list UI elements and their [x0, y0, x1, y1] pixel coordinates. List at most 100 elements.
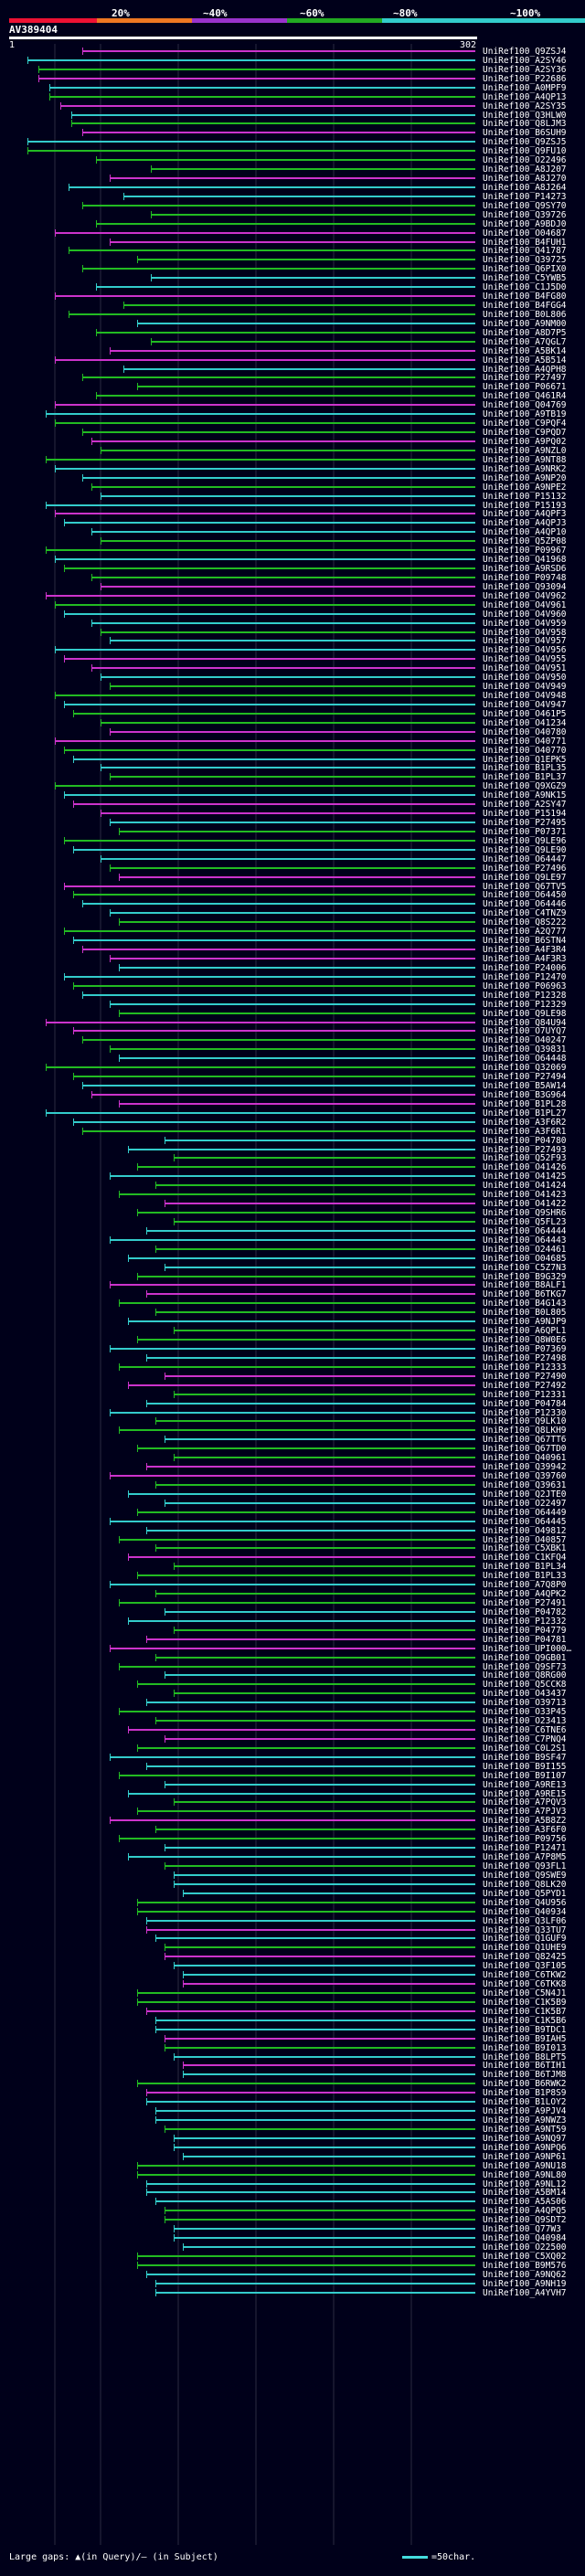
alignment-bar[interactable] [165, 1266, 475, 1268]
hit-label[interactable]: UniRef100_A9NH19 [483, 2278, 567, 2289]
alignment-bar[interactable] [64, 885, 475, 887]
hit-label[interactable]: UniRef100_Q1UHE9 [483, 1943, 567, 1954]
hit-label[interactable]: UniRef100_Q9LK10 [483, 1416, 567, 1427]
hit-row[interactable]: UniRef100_O4V959 [0, 619, 585, 630]
hit-label[interactable]: UniRef100_A3F6R1 [483, 1126, 567, 1137]
alignment-bar[interactable] [128, 1856, 475, 1859]
hit-row[interactable]: UniRef100_C1K5B6 [0, 2016, 585, 2027]
hit-row[interactable]: UniRef100_B1PL33 [0, 1571, 585, 1582]
alignment-bar[interactable] [64, 930, 475, 933]
hit-row[interactable]: UniRef100_A0MPF9 [0, 83, 585, 94]
alignment-bar[interactable] [71, 122, 475, 125]
hit-label[interactable]: UniRef100_Q1EPK5 [483, 754, 567, 765]
hit-row[interactable]: UniRef100_O7UYQ7 [0, 1026, 585, 1037]
alignment-bar[interactable] [165, 1737, 475, 1740]
alignment-bar[interactable] [73, 848, 475, 851]
hit-label[interactable]: UniRef100_P27494 [483, 1072, 567, 1083]
alignment-bar[interactable] [137, 2254, 475, 2257]
alignment-bar[interactable] [69, 249, 475, 252]
hit-label[interactable]: UniRef100_A6QPL1 [483, 1326, 567, 1337]
hit-label[interactable]: UniRef100_B4FUH1 [483, 237, 567, 248]
hit-row[interactable]: UniRef100_Q39831 [0, 1044, 585, 1055]
alignment-bar[interactable] [110, 1647, 475, 1649]
alignment-bar[interactable] [174, 1628, 475, 1631]
hit-row[interactable]: UniRef100_B9I155 [0, 1762, 585, 1773]
alignment-bar[interactable] [55, 231, 475, 234]
hit-row[interactable]: UniRef100_O04687 [0, 228, 585, 239]
hit-label[interactable]: UniRef100_Q84U94 [483, 1017, 567, 1028]
hit-label[interactable]: UniRef100_B6TJM8 [483, 2070, 567, 2081]
hit-row[interactable]: UniRef100_A4F3R4 [0, 945, 585, 956]
hit-label[interactable]: UniRef100_O49812 [483, 1525, 567, 1536]
hit-label[interactable]: UniRef100_O4V949 [483, 682, 567, 693]
hit-row[interactable]: UniRef100_Q8LJM3 [0, 119, 585, 130]
hit-row[interactable]: UniRef100_A6QPL1 [0, 1326, 585, 1337]
hit-label[interactable]: UniRef100_A4QPF3 [483, 509, 567, 520]
alignment-bar[interactable] [174, 1801, 475, 1804]
hit-label[interactable]: UniRef100_B4G143 [483, 1299, 567, 1309]
alignment-bar[interactable] [119, 830, 475, 832]
alignment-bar[interactable] [146, 1229, 475, 1232]
hit-label[interactable]: UniRef100_B1PL37 [483, 772, 567, 783]
hit-row[interactable]: UniRef100_O64449 [0, 1508, 585, 1519]
alignment-bar[interactable] [155, 2291, 475, 2294]
alignment-bar[interactable] [174, 2237, 475, 2240]
alignment-bar[interactable] [64, 975, 475, 978]
hit-label[interactable]: UniRef100_A2SY47 [483, 800, 567, 811]
hit-row[interactable]: UniRef100_Q6PIX0 [0, 264, 585, 275]
hit-row[interactable]: UniRef100_A9RE13 [0, 1780, 585, 1791]
hit-row[interactable]: UniRef100_O24461 [0, 1245, 585, 1256]
hit-label[interactable]: UniRef100_O64449 [483, 1507, 567, 1518]
hit-row[interactable]: UniRef100_Q5FL23 [0, 1217, 585, 1228]
hit-row[interactable]: UniRef100_A9NQ97 [0, 2134, 585, 2145]
hit-row[interactable]: UniRef100_C9PQF4 [0, 419, 585, 429]
hit-row[interactable]: UniRef100_A4QPJ3 [0, 518, 585, 529]
hit-row[interactable]: UniRef100_Q9LE98 [0, 1009, 585, 1020]
hit-label[interactable]: UniRef100_A8J270 [483, 174, 567, 185]
alignment-bar[interactable] [71, 113, 475, 116]
alignment-bar[interactable] [110, 640, 475, 642]
hit-label[interactable]: UniRef100_O24461 [483, 1244, 567, 1255]
alignment-bar[interactable] [165, 2046, 475, 2049]
alignment-bar[interactable] [165, 1956, 475, 1958]
hit-row[interactable]: UniRef100_A8D7P5 [0, 328, 585, 339]
hit-row[interactable]: UniRef100_O4V960 [0, 610, 585, 620]
alignment-bar[interactable] [155, 2019, 475, 2021]
alignment-bar[interactable] [155, 1656, 475, 1659]
hit-row[interactable]: UniRef100_O4V947 [0, 700, 585, 711]
alignment-bar[interactable] [174, 1157, 475, 1160]
hit-row[interactable]: UniRef100_Q461R4 [0, 391, 585, 402]
alignment-bar[interactable] [155, 1184, 475, 1187]
hit-row[interactable]: UniRef100_Q5CCK8 [0, 1680, 585, 1691]
alignment-bar[interactable] [151, 168, 475, 171]
hit-label[interactable]: UniRef100_A9NM00 [483, 318, 567, 329]
hit-label[interactable]: UniRef100_A5AS06 [483, 2197, 567, 2208]
hit-row[interactable]: UniRef100_A9NH19 [0, 2279, 585, 2290]
hit-row[interactable]: UniRef100_P27495 [0, 818, 585, 829]
alignment-bar[interactable] [82, 204, 475, 207]
hit-row[interactable]: UniRef100_P07371 [0, 827, 585, 838]
hit-label[interactable]: UniRef100_A9NPE2 [483, 482, 567, 493]
hit-label[interactable]: UniRef100_O22497 [483, 1498, 567, 1509]
hit-label[interactable]: UniRef100_B6TKG7 [483, 1289, 567, 1300]
hit-label[interactable]: UniRef100_A9NRK2 [483, 463, 567, 474]
hit-row[interactable]: UniRef100_A8J270 [0, 174, 585, 185]
hit-label[interactable]: UniRef100_O4V958 [483, 627, 567, 638]
hit-label[interactable]: UniRef100_P04780 [483, 1135, 567, 1146]
alignment-bar[interactable] [165, 1438, 475, 1441]
alignment-bar[interactable] [137, 259, 475, 261]
alignment-bar[interactable] [165, 1783, 475, 1786]
alignment-bar[interactable] [146, 2273, 475, 2275]
hit-row[interactable]: UniRef100_C1J5D0 [0, 282, 585, 293]
hit-label[interactable]: UniRef100_Q461R4 [483, 391, 567, 402]
hit-label[interactable]: UniRef100_O41234 [483, 717, 567, 728]
hit-row[interactable]: UniRef100_Q9LE97 [0, 873, 585, 884]
alignment-bar[interactable] [110, 776, 475, 779]
hit-row[interactable]: UniRef100_C5N4J1 [0, 1988, 585, 1999]
hit-row[interactable]: UniRef100_P27496 [0, 864, 585, 875]
hit-label[interactable]: UniRef100_Q9LE96 [483, 835, 567, 846]
hit-label[interactable]: UniRef100_Q39831 [483, 1044, 567, 1055]
hit-row[interactable]: UniRef100_O04685 [0, 1254, 585, 1265]
alignment-bar[interactable] [110, 1002, 475, 1005]
alignment-bar[interactable] [119, 1057, 475, 1060]
